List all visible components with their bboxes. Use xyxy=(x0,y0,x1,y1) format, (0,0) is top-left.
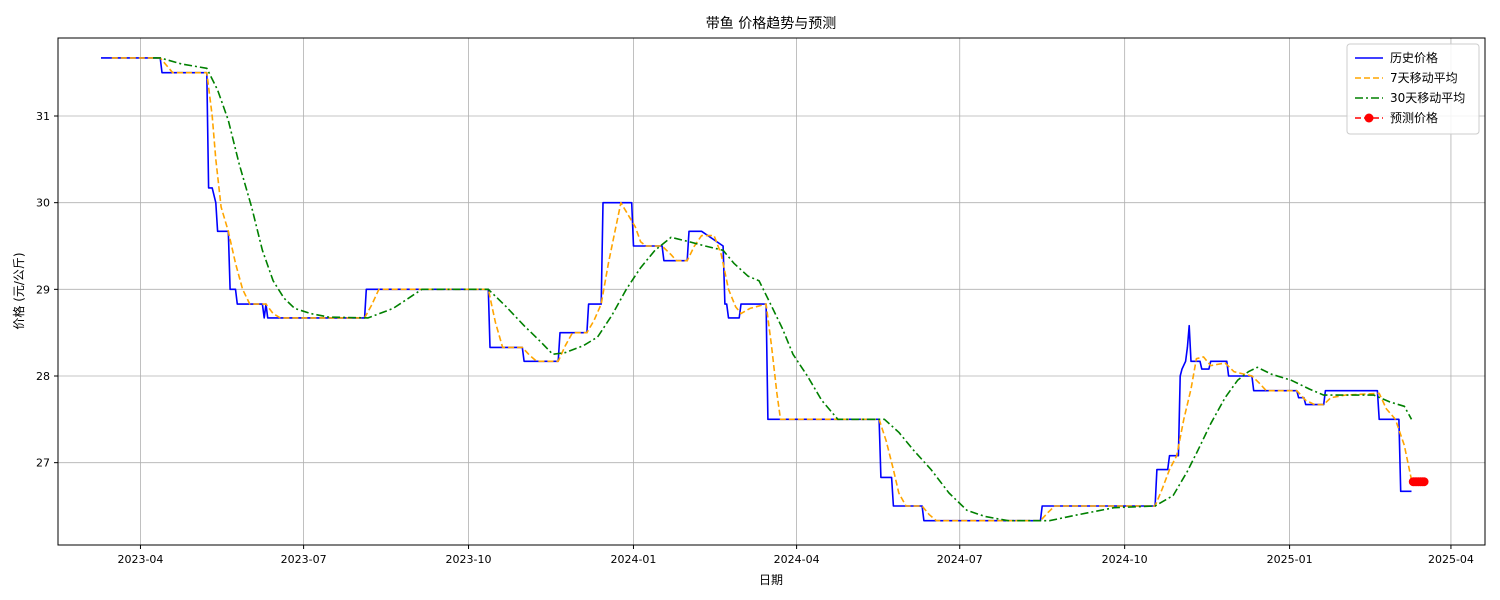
y-tick-label: 31 xyxy=(36,110,50,123)
y-tick-label: 30 xyxy=(36,197,50,210)
legend-label: 7天移动平均 xyxy=(1390,71,1458,85)
legend-marker xyxy=(1364,113,1374,123)
forecast-point xyxy=(1419,477,1429,487)
legend-label: 30天移动平均 xyxy=(1390,91,1465,105)
x-tick-label: 2024-04 xyxy=(774,553,820,566)
series-0 xyxy=(101,57,1412,522)
grid-lines xyxy=(58,38,1485,545)
x-tick-label: 2024-01 xyxy=(610,553,656,566)
x-tick-label: 2025-04 xyxy=(1428,553,1474,566)
series-1 xyxy=(111,57,1413,522)
x-axis-label: 日期 xyxy=(759,573,783,587)
x-tick-label: 2024-07 xyxy=(937,553,983,566)
axis-ticks: 2023-04 2023-07 2023-10 2024-01 2024-04 2024-… xyxy=(36,110,1474,566)
series-3 xyxy=(1408,477,1429,487)
y-tick-label: 29 xyxy=(36,283,50,296)
series-line xyxy=(101,57,1412,522)
y-tick-label: 27 xyxy=(36,457,50,470)
legend-label: 历史价格 xyxy=(1390,50,1438,65)
series-line xyxy=(111,57,1413,522)
chart-title: 带鱼 价格趋势与预测 xyxy=(706,15,836,32)
x-tick-label: 2025-01 xyxy=(1267,553,1313,566)
series-layer xyxy=(101,57,1429,522)
x-tick-label: 2024-10 xyxy=(1102,553,1148,566)
series-line xyxy=(153,57,1413,522)
series-2 xyxy=(153,57,1413,522)
y-tick-label: 28 xyxy=(36,370,50,383)
plot-frame xyxy=(57,37,1486,546)
y-axis-label: 价格 (元/公斤) xyxy=(11,252,26,329)
legend-label: 预测价格 xyxy=(1390,110,1438,125)
x-tick-label: 2023-04 xyxy=(117,553,163,566)
legend-box xyxy=(1346,43,1480,135)
x-tick-label: 2023-07 xyxy=(281,553,327,566)
x-tick-label: 2023-10 xyxy=(446,553,492,566)
